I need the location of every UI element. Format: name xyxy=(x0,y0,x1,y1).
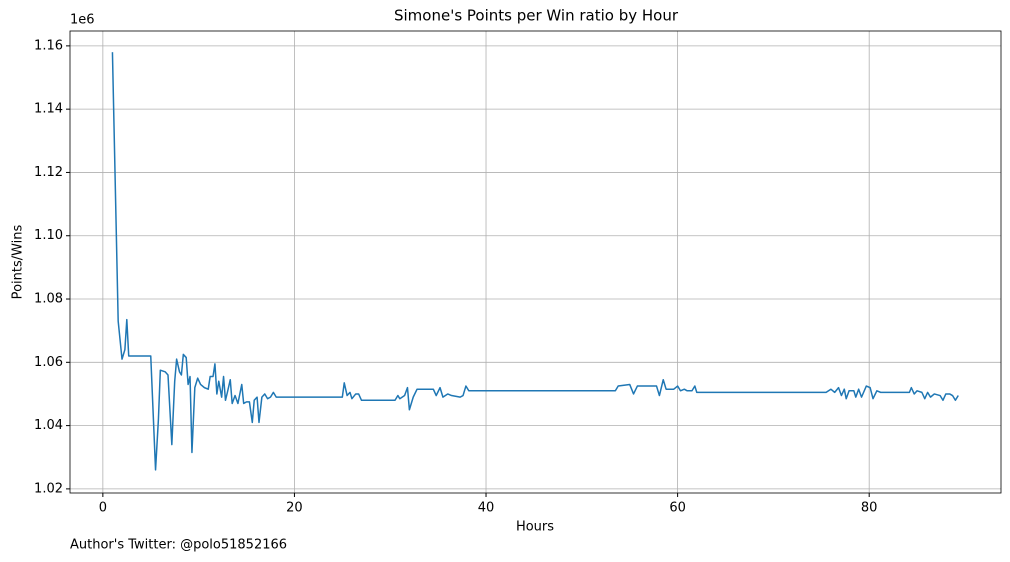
y-axis-label: Points/Wins xyxy=(11,224,26,299)
annotation: Author's Twitter: @polo51852166 xyxy=(70,538,287,553)
x-tick-label: 80 xyxy=(861,501,878,516)
y-tick-label: 1.04 xyxy=(34,418,63,433)
x-tick-label: 20 xyxy=(286,501,303,516)
y-tick-label: 1.10 xyxy=(34,228,63,243)
y-tick-label: 1.16 xyxy=(34,38,63,53)
chart-title: Simone's Points per Win ratio by Hour xyxy=(394,7,679,25)
x-tick-label: 60 xyxy=(669,501,686,516)
y-tick-label: 1.12 xyxy=(34,165,63,180)
y-offset-label: 1e6 xyxy=(70,13,95,28)
y-tick-label: 1.02 xyxy=(34,481,63,496)
plot-frame xyxy=(69,30,1002,494)
data-line xyxy=(111,52,959,471)
y-tick-label: 1.06 xyxy=(34,355,63,370)
x-tick-label: 0 xyxy=(99,501,107,516)
y-tick-label: 1.08 xyxy=(34,292,63,307)
y-tick-label: 1.14 xyxy=(34,102,63,117)
x-axis-label: Hours xyxy=(516,520,554,535)
x-tick-label: 40 xyxy=(478,501,495,516)
